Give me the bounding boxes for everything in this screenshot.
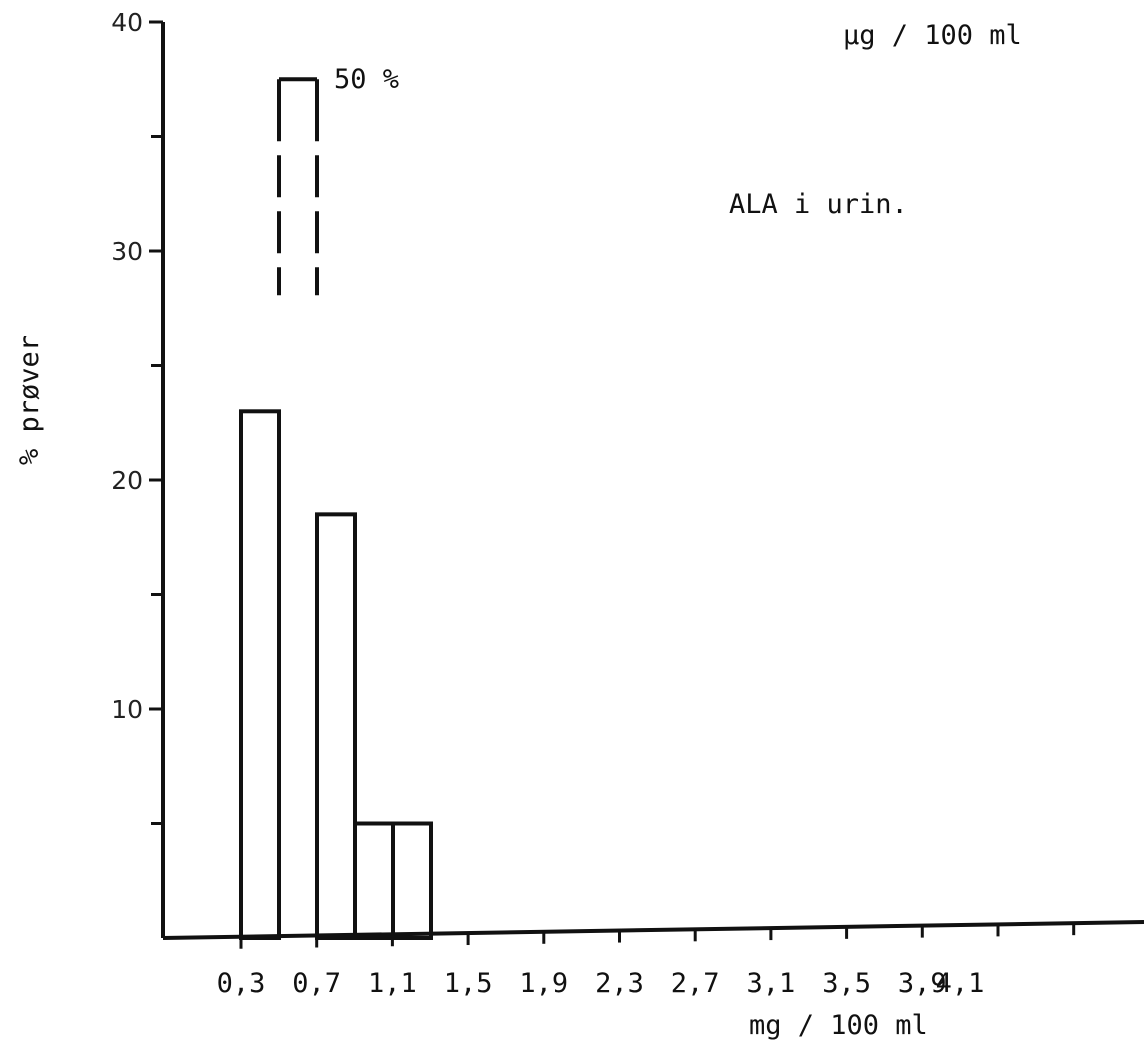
bars	[239, 77, 433, 940]
bar	[353, 821, 395, 940]
y-tick-label: 10	[111, 695, 143, 724]
bar	[315, 512, 357, 940]
axes	[161, 22, 1144, 940]
y-tick-label: 30	[111, 237, 143, 266]
chart-title: ALA i urin.	[729, 189, 908, 220]
bar	[277, 77, 319, 938]
y-tick-label: 20	[111, 466, 143, 495]
x-axis-title: mg / 100 ml	[749, 1010, 928, 1041]
bar	[391, 821, 433, 940]
x-tick-label: 3,5	[822, 968, 871, 999]
x-tick-label: 4,1	[936, 968, 985, 999]
x-tick-label: 1,1	[368, 968, 417, 999]
x-tick-label: 1,5	[444, 968, 493, 999]
x-axis-line	[162, 920, 1144, 940]
y-tick-label: 40	[111, 8, 143, 37]
x-tick-label: 3,1	[747, 968, 796, 999]
bar	[239, 409, 281, 940]
x-tick-label: 1,9	[519, 968, 568, 999]
x-tick-label: 0,3	[217, 968, 266, 999]
x-tick-label: 0,7	[292, 968, 341, 999]
x-tick-label: 2,3	[595, 968, 644, 999]
x-ticks: 0,3 0,7 1,1 1,5 1,9 2,3 2,7 3,1 3,5 3,94,1	[217, 923, 1076, 999]
top-unit-label: µg / 100 ml	[843, 20, 1022, 51]
x-tick-label: 3,9	[898, 968, 947, 999]
peak-annotation: 50 %	[334, 64, 399, 95]
x-tick-label: 2,7	[671, 968, 720, 999]
y-axis-title: % prøver	[14, 335, 45, 465]
y-ticks: 10 20 30 40	[111, 8, 163, 825]
